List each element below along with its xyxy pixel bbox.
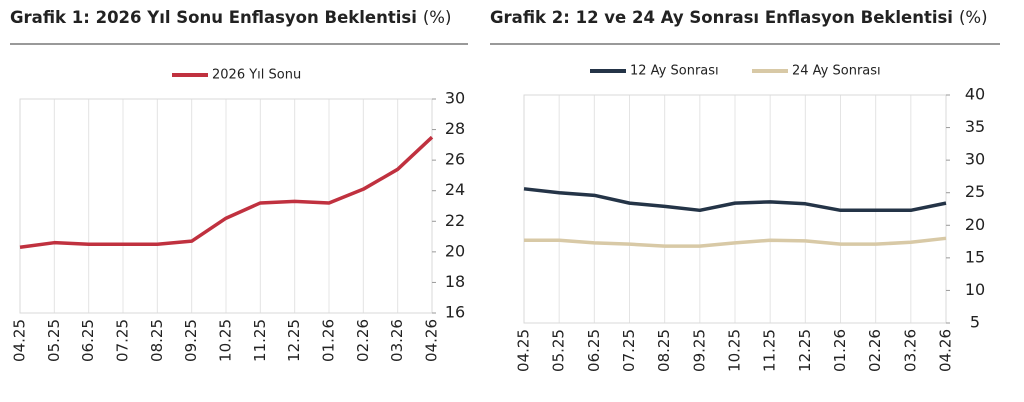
x-tick-label: 12.25 xyxy=(796,329,814,372)
plot-frame xyxy=(523,94,947,324)
x-tick-label: 12.25 xyxy=(285,319,303,362)
x-tick-label: 08.25 xyxy=(148,319,166,362)
x-tick-label: 06.25 xyxy=(79,319,97,362)
x-tick-label: 04.25 xyxy=(11,319,29,362)
y-tick-label: 28 xyxy=(445,119,465,138)
x-tick-label: 01.26 xyxy=(831,329,849,372)
x-tick-label: 05.25 xyxy=(45,319,63,362)
x-tick-label: 05.25 xyxy=(550,329,568,372)
title-unit: (%) xyxy=(959,8,988,27)
x-tick-label: 06.25 xyxy=(585,329,603,372)
x-tick-label: 02.26 xyxy=(866,329,884,372)
x-tick-label: 09.25 xyxy=(182,319,200,362)
y-tick-label: 22 xyxy=(445,211,465,230)
legend-label: 24 Ay Sonrası xyxy=(792,64,881,79)
y-tick-label: 35 xyxy=(965,117,985,136)
title-unit: (%) xyxy=(423,8,452,27)
x-tick-label: 03.26 xyxy=(901,329,919,372)
y-tick-label: 26 xyxy=(445,150,465,169)
y-tick-label: 5 xyxy=(970,313,980,332)
y-tick-label: 15 xyxy=(965,247,985,266)
y-tick-label: 20 xyxy=(445,241,465,260)
y-tick-label: 30 xyxy=(445,89,465,108)
series-line xyxy=(19,135,434,250)
chart-title: Grafik 1: 2026 Yıl Sonu Enflasyon Beklen… xyxy=(10,8,451,27)
x-tick-label: 01.26 xyxy=(320,319,338,362)
title-text: Grafik 1: 2026 Yıl Sonu Enflasyon Beklen… xyxy=(10,8,417,27)
x-tick-label: 08.25 xyxy=(655,329,673,372)
x-tick-label: 10.25 xyxy=(217,319,235,362)
x-tick-label: 04.26 xyxy=(423,319,441,362)
y-tick-label: 24 xyxy=(445,180,465,199)
chart-title: Grafik 2: 12 ve 24 Ay Sonrası Enflasyon … xyxy=(490,8,988,27)
plot-frame xyxy=(19,98,433,314)
x-tick-label: 02.26 xyxy=(354,319,372,362)
series-line xyxy=(524,236,947,248)
x-tick-label: 11.25 xyxy=(251,319,269,362)
x-tick-label: 03.26 xyxy=(388,319,406,362)
x-tick-label: 11.25 xyxy=(761,329,779,372)
y-tick-label: 40 xyxy=(965,85,985,104)
y-tick-label: 18 xyxy=(445,272,465,291)
x-tick-label: 10.25 xyxy=(726,329,744,372)
y-tick-label: 10 xyxy=(965,280,985,299)
legend-label: 12 Ay Sonrası xyxy=(630,64,719,79)
y-tick-label: 20 xyxy=(965,215,985,234)
x-tick-label: 07.25 xyxy=(114,319,132,362)
y-tick-label: 16 xyxy=(445,303,465,322)
x-tick-label: 04.26 xyxy=(937,329,955,372)
legend-label: 2026 Yıl Sonu xyxy=(212,68,301,83)
series-line xyxy=(523,187,947,213)
x-tick-label: 09.25 xyxy=(690,329,708,372)
title-text: Grafik 2: 12 ve 24 Ay Sonrası Enflasyon … xyxy=(490,8,953,27)
x-tick-label: 04.25 xyxy=(515,329,533,372)
y-tick-label: 25 xyxy=(965,182,985,201)
x-tick-label: 07.25 xyxy=(620,329,638,372)
y-tick-label: 30 xyxy=(965,150,985,169)
